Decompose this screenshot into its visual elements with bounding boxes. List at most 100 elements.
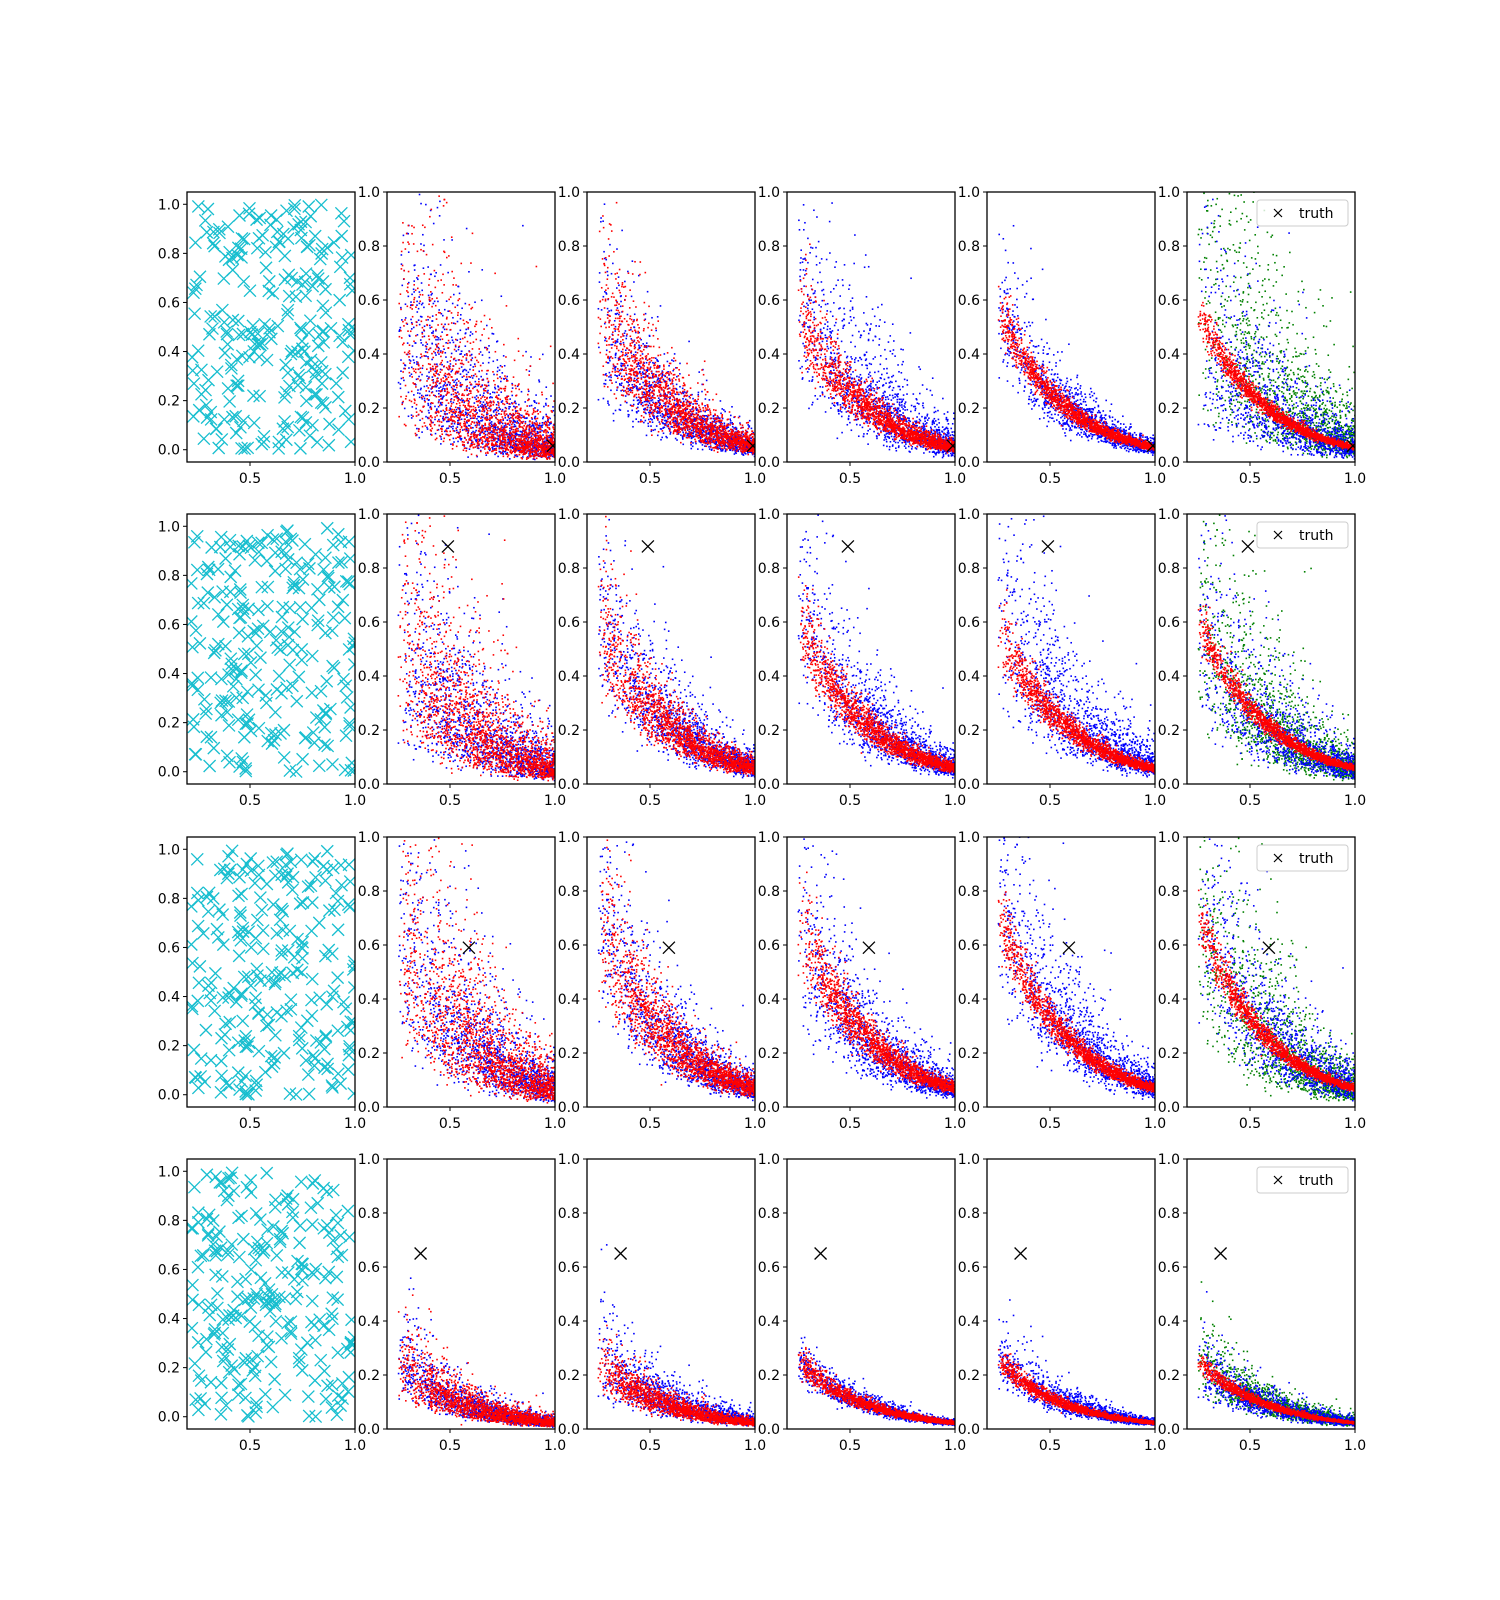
red-samples-point [409, 372, 411, 374]
blue-samples-point [501, 401, 503, 403]
red-samples-point [515, 438, 517, 440]
red-samples-point [535, 418, 537, 420]
red-samples-point [481, 425, 483, 427]
red-samples-point [529, 447, 531, 449]
blue-samples-point [413, 288, 415, 290]
blue-samples-point [505, 424, 507, 426]
design-point [195, 388, 207, 400]
panel-design-row-1: 0.5 1.00.00.20.40.60.81.0 [158, 192, 366, 487]
blue-samples-point [526, 417, 528, 419]
blue-samples-point [419, 393, 421, 395]
blue-samples-point [655, 330, 657, 332]
blue-samples-point [447, 361, 449, 363]
blue-samples-point [405, 303, 407, 305]
red-samples-point [523, 416, 525, 418]
blue-samples-point [429, 327, 431, 329]
blue-samples-point [462, 399, 464, 401]
red-samples-point [548, 421, 550, 423]
red-samples-point [476, 321, 478, 323]
red-samples-point [522, 355, 524, 357]
blue-samples-point [424, 386, 426, 388]
red-samples-point [455, 392, 457, 394]
blue-samples-point [617, 339, 619, 341]
design-point [280, 434, 292, 446]
red-samples-point [472, 369, 474, 371]
red-samples-point [484, 315, 486, 317]
red-samples-point [418, 275, 420, 277]
blue-samples-point [496, 359, 498, 361]
blue-samples-point [647, 409, 649, 411]
red-samples-point [503, 388, 505, 390]
blue-samples-point [679, 386, 681, 388]
red-samples-point [519, 425, 521, 427]
blue-samples-point [450, 401, 452, 403]
red-samples-point [440, 356, 442, 358]
red-samples-point [405, 248, 407, 250]
red-samples-point [536, 447, 538, 449]
red-samples-point [504, 441, 506, 443]
blue-samples-point [444, 382, 446, 384]
blue-samples-point [643, 408, 645, 410]
blue-samples-point [610, 390, 612, 392]
red-samples-point [488, 338, 490, 340]
red-samples-point [529, 430, 531, 432]
red-samples-point [466, 353, 468, 355]
red-samples-point [499, 430, 501, 432]
red-samples-point [492, 428, 494, 430]
blue-samples-point [662, 374, 664, 376]
blue-samples-point [651, 372, 653, 374]
red-samples-point [415, 435, 417, 437]
blue-samples-point [725, 451, 727, 453]
red-samples-point [489, 318, 491, 320]
red-samples-point [440, 336, 442, 338]
red-samples-point [398, 416, 400, 418]
blue-samples-point [475, 430, 477, 432]
blue-samples-point [647, 369, 649, 371]
red-samples-point [526, 434, 528, 436]
blue-samples-point [543, 406, 545, 408]
blue-samples-point [617, 307, 619, 309]
blue-samples-point [724, 422, 726, 424]
red-samples-point [501, 388, 503, 390]
blue-samples-point [407, 187, 409, 189]
red-samples-point [421, 397, 423, 399]
blue-samples-point [449, 342, 451, 344]
red-samples-point [465, 439, 467, 441]
blue-samples-point [453, 322, 455, 324]
red-samples-point [422, 426, 424, 428]
red-samples-point [440, 415, 442, 417]
blue-samples-point [407, 233, 409, 235]
red-samples-point [546, 438, 548, 440]
blue-samples-point [534, 400, 536, 402]
red-samples-point [538, 446, 540, 448]
red-samples-point [524, 410, 526, 412]
red-samples-point [496, 412, 498, 414]
blue-samples-point [656, 425, 658, 427]
red-samples-point [432, 369, 434, 371]
red-samples-point [451, 423, 453, 425]
blue-samples-point [495, 410, 497, 412]
design-point [297, 412, 309, 424]
red-samples-point [484, 384, 486, 386]
red-samples-point [451, 403, 453, 405]
y-tick-label: 0.6 [358, 293, 380, 309]
blue-samples-point [704, 405, 706, 407]
red-samples-point [474, 415, 476, 417]
blue-samples-point [460, 329, 462, 331]
blue-samples-point [400, 370, 402, 372]
blue-samples-point [428, 399, 430, 401]
red-samples-point [511, 424, 513, 426]
red-samples-point [411, 323, 413, 325]
red-samples-point [428, 284, 430, 286]
blue-samples-point [624, 281, 626, 283]
red-samples-point [475, 436, 477, 438]
red-samples-point [446, 367, 448, 369]
blue-samples-point [674, 353, 676, 355]
blue-samples-point [601, 309, 603, 311]
blue-samples-point [439, 215, 441, 217]
red-samples-point [446, 407, 448, 409]
red-samples-point [536, 266, 538, 268]
blue-samples-point [729, 418, 731, 420]
blue-samples-point [413, 280, 415, 282]
red-samples-point [530, 449, 532, 451]
